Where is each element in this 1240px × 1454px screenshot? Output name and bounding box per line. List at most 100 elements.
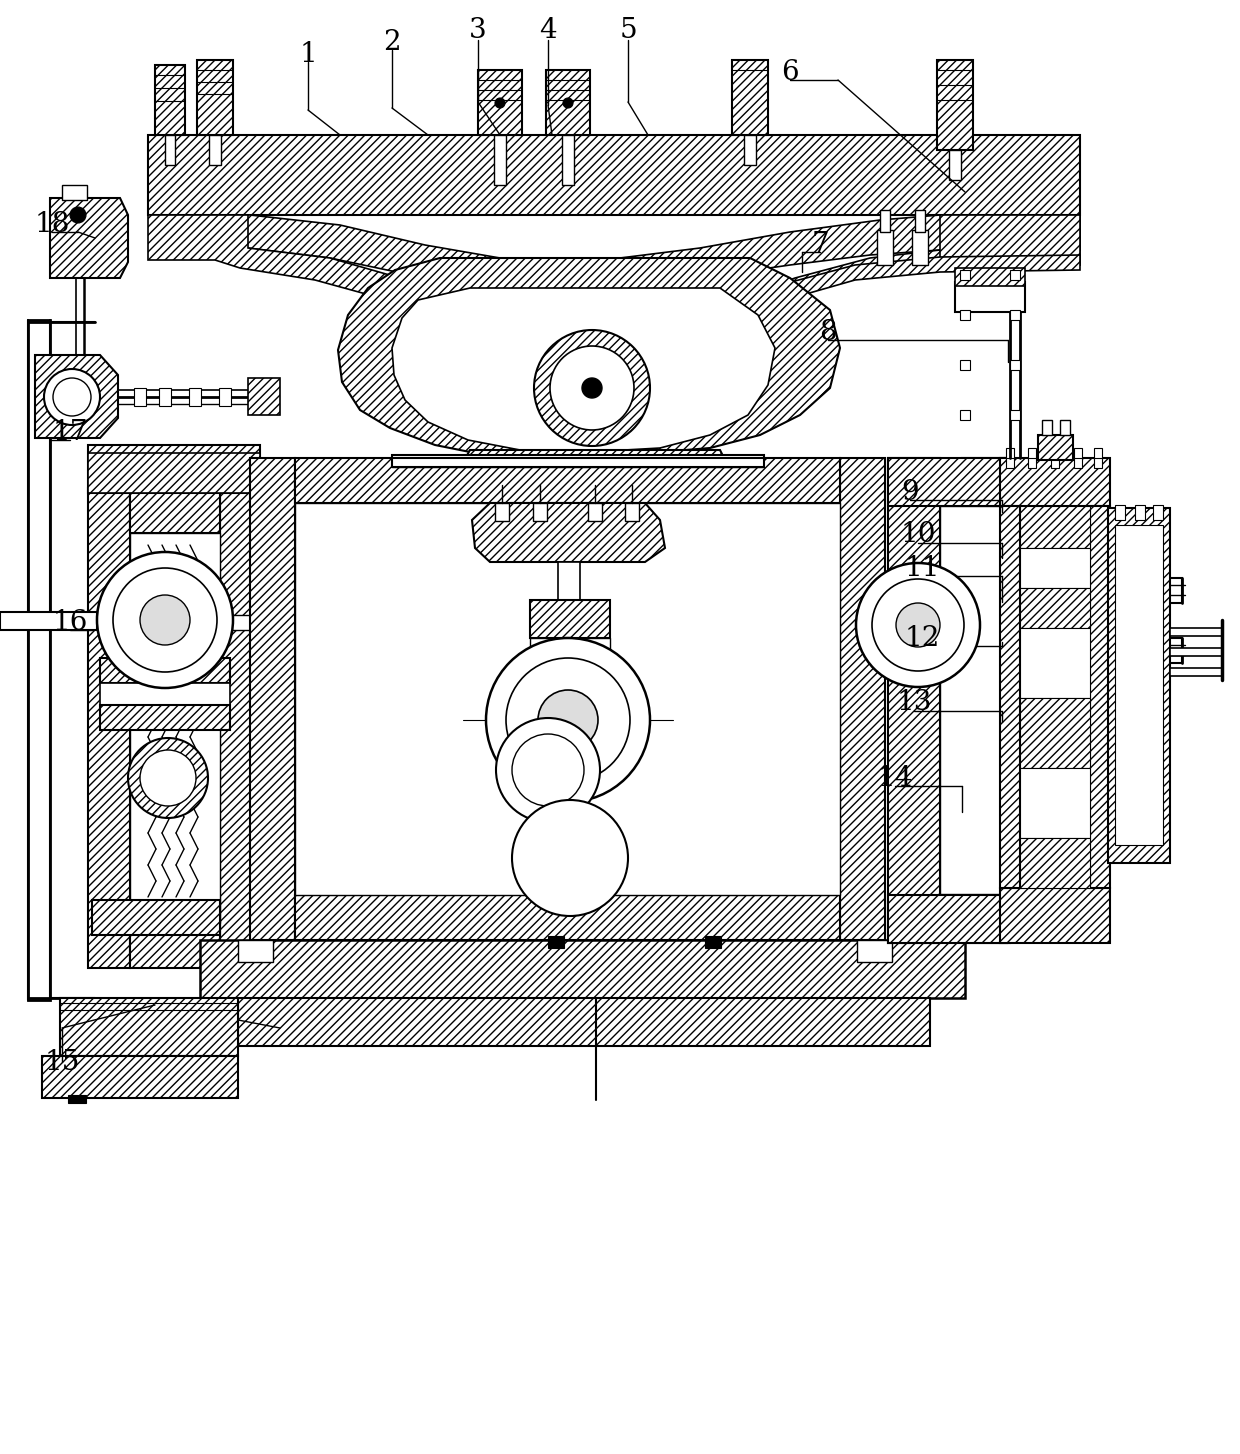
- Circle shape: [563, 97, 573, 108]
- Polygon shape: [546, 70, 590, 135]
- Polygon shape: [949, 150, 961, 180]
- Polygon shape: [210, 135, 221, 164]
- Circle shape: [897, 603, 940, 647]
- Polygon shape: [940, 215, 1080, 265]
- Polygon shape: [520, 539, 665, 619]
- Polygon shape: [100, 683, 229, 705]
- Polygon shape: [1171, 667, 1221, 676]
- Text: 2: 2: [383, 29, 401, 55]
- Circle shape: [538, 691, 598, 750]
- Polygon shape: [888, 458, 1011, 506]
- Polygon shape: [1090, 506, 1110, 888]
- Polygon shape: [888, 458, 940, 944]
- Polygon shape: [1074, 458, 1083, 468]
- Polygon shape: [955, 268, 1025, 286]
- Polygon shape: [1110, 638, 1182, 663]
- Polygon shape: [50, 198, 128, 278]
- Polygon shape: [88, 445, 260, 493]
- Text: 13: 13: [897, 689, 931, 717]
- Polygon shape: [706, 936, 720, 948]
- Circle shape: [69, 206, 86, 222]
- Polygon shape: [68, 1095, 86, 1104]
- Polygon shape: [529, 601, 610, 638]
- Polygon shape: [1038, 435, 1073, 459]
- Polygon shape: [1021, 587, 1090, 628]
- Polygon shape: [999, 506, 1021, 888]
- Polygon shape: [88, 489, 130, 968]
- Polygon shape: [588, 503, 601, 521]
- Polygon shape: [1011, 310, 1021, 320]
- Polygon shape: [1028, 458, 1035, 468]
- Polygon shape: [35, 355, 118, 438]
- Polygon shape: [295, 503, 839, 896]
- Text: 14: 14: [878, 765, 913, 791]
- Circle shape: [128, 739, 208, 819]
- Polygon shape: [130, 923, 219, 968]
- Polygon shape: [960, 310, 970, 320]
- Polygon shape: [857, 939, 892, 963]
- Polygon shape: [1028, 448, 1035, 459]
- Circle shape: [97, 553, 233, 688]
- Polygon shape: [955, 282, 1025, 313]
- Polygon shape: [1021, 838, 1090, 888]
- Circle shape: [496, 718, 600, 822]
- Text: 18: 18: [35, 211, 69, 238]
- Polygon shape: [1115, 505, 1125, 521]
- Text: 5: 5: [619, 16, 637, 44]
- Text: 9: 9: [901, 478, 919, 506]
- Polygon shape: [148, 135, 1080, 215]
- Polygon shape: [732, 60, 768, 135]
- Polygon shape: [960, 270, 970, 281]
- Polygon shape: [999, 458, 1110, 506]
- Polygon shape: [494, 135, 506, 185]
- Text: 12: 12: [904, 625, 940, 651]
- Polygon shape: [1006, 448, 1014, 459]
- Polygon shape: [1171, 628, 1221, 635]
- Circle shape: [486, 638, 650, 803]
- Polygon shape: [229, 615, 260, 630]
- Polygon shape: [219, 489, 258, 968]
- Polygon shape: [1052, 458, 1059, 468]
- Polygon shape: [915, 209, 925, 233]
- Polygon shape: [1074, 448, 1083, 459]
- Polygon shape: [250, 458, 295, 939]
- Polygon shape: [0, 612, 97, 630]
- Polygon shape: [750, 215, 1080, 308]
- Polygon shape: [155, 65, 185, 135]
- Circle shape: [113, 569, 217, 672]
- Polygon shape: [1135, 505, 1145, 521]
- Circle shape: [582, 378, 601, 398]
- Polygon shape: [92, 900, 219, 935]
- Polygon shape: [880, 209, 890, 233]
- Circle shape: [43, 369, 100, 425]
- Polygon shape: [1021, 698, 1090, 768]
- Text: 4: 4: [539, 16, 557, 44]
- Polygon shape: [940, 506, 1008, 894]
- Polygon shape: [339, 257, 839, 458]
- Polygon shape: [197, 60, 233, 135]
- Text: 17: 17: [52, 419, 88, 445]
- Polygon shape: [1110, 579, 1182, 603]
- Text: 15: 15: [45, 1048, 79, 1076]
- Polygon shape: [911, 230, 928, 265]
- Polygon shape: [1094, 458, 1102, 468]
- Polygon shape: [999, 888, 1110, 944]
- Polygon shape: [558, 563, 580, 601]
- Polygon shape: [533, 503, 547, 521]
- Polygon shape: [100, 659, 229, 683]
- Polygon shape: [238, 997, 930, 1045]
- Polygon shape: [744, 135, 756, 164]
- Text: 11: 11: [904, 554, 940, 582]
- Polygon shape: [159, 388, 171, 406]
- Polygon shape: [962, 458, 1007, 944]
- Polygon shape: [472, 503, 665, 563]
- Circle shape: [463, 605, 673, 816]
- Polygon shape: [392, 455, 764, 467]
- Text: 1: 1: [299, 42, 317, 68]
- Polygon shape: [42, 1056, 238, 1098]
- Polygon shape: [29, 320, 50, 1000]
- Polygon shape: [625, 503, 639, 521]
- Polygon shape: [392, 288, 775, 452]
- Polygon shape: [200, 939, 965, 997]
- Polygon shape: [888, 896, 1011, 944]
